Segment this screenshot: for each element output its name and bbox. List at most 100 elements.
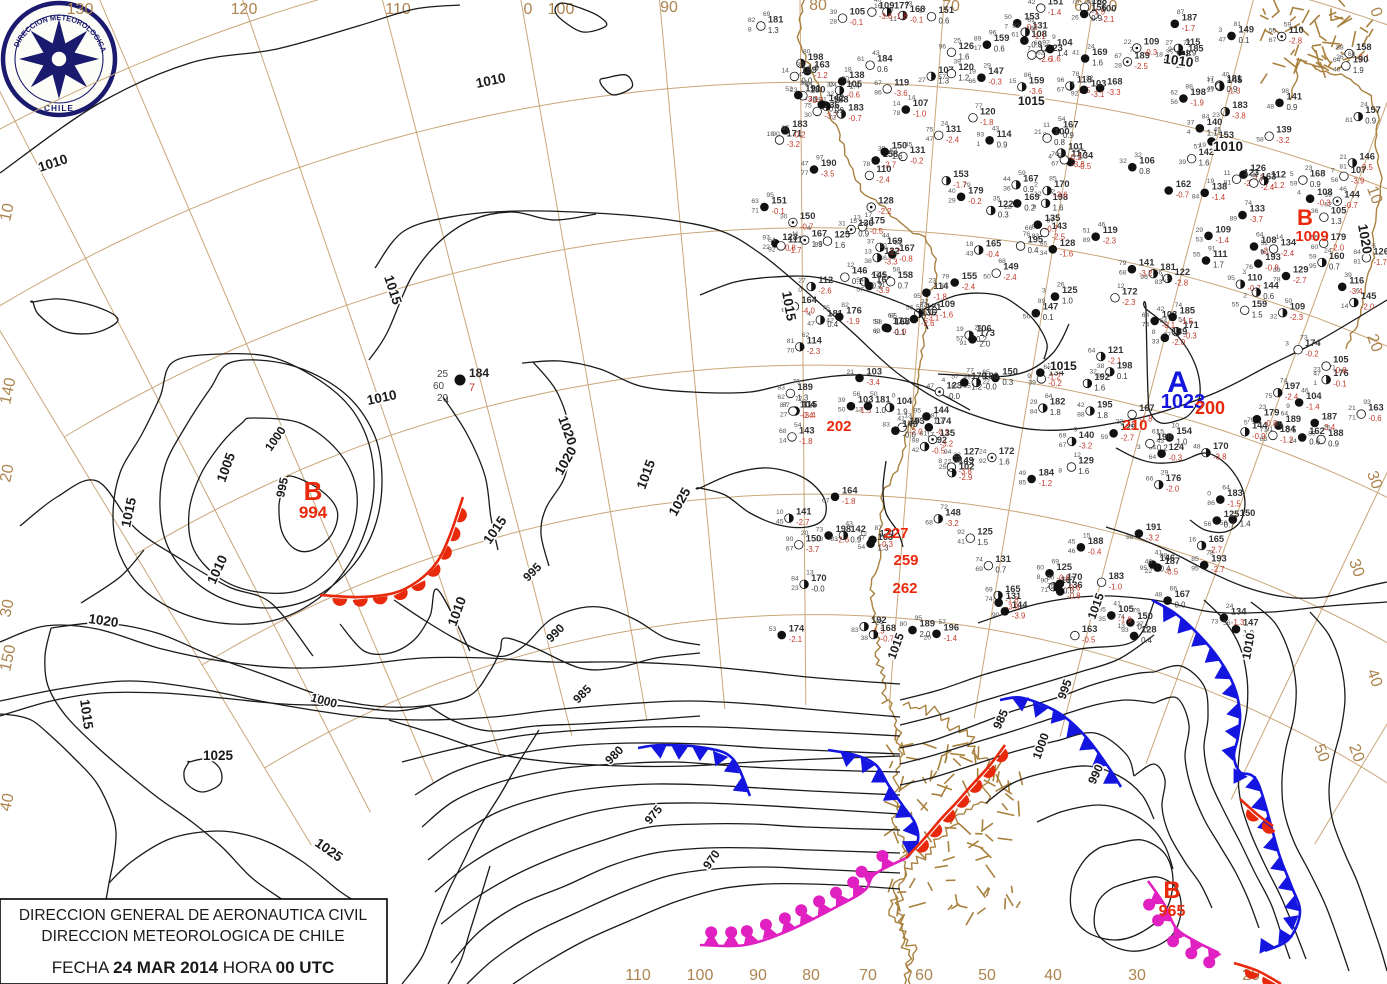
svg-text:81: 81 xyxy=(1345,117,1353,124)
svg-text:19: 19 xyxy=(1199,142,1207,149)
svg-text:DIRECCION GENERAL DE AERONAUTI: DIRECCION GENERAL DE AERONAUTICA CIVIL xyxy=(19,907,368,924)
svg-text:15: 15 xyxy=(1083,532,1091,539)
svg-text:7: 7 xyxy=(1004,24,1008,31)
svg-text:41: 41 xyxy=(957,539,965,546)
svg-text:62: 62 xyxy=(777,394,785,401)
svg-text:109: 109 xyxy=(1144,37,1160,47)
svg-text:-1.4: -1.4 xyxy=(1212,193,1226,202)
svg-text:128: 128 xyxy=(1060,238,1076,248)
svg-text:92: 92 xyxy=(768,246,776,253)
svg-text:-0.8: -0.8 xyxy=(1333,366,1346,375)
svg-text:67: 67 xyxy=(786,545,794,552)
svg-text:84: 84 xyxy=(1202,113,1210,120)
svg-text:-1.0: -1.0 xyxy=(1109,582,1123,591)
svg-text:0.9: 0.9 xyxy=(850,535,861,544)
svg-text:20: 20 xyxy=(801,530,809,537)
svg-text:10: 10 xyxy=(776,509,784,516)
svg-text:-4.0: -4.0 xyxy=(801,307,815,316)
svg-text:-1.1: -1.1 xyxy=(1032,32,1045,41)
svg-text:39: 39 xyxy=(1028,379,1036,386)
svg-text:19: 19 xyxy=(1207,178,1215,185)
svg-text:-1.4: -1.4 xyxy=(1306,403,1320,412)
svg-text:39: 39 xyxy=(830,9,838,16)
svg-text:-3.2: -3.2 xyxy=(940,439,953,448)
svg-text:5: 5 xyxy=(1290,171,1294,178)
svg-text:-2.3: -2.3 xyxy=(807,347,820,356)
svg-text:170: 170 xyxy=(1213,441,1229,451)
svg-text:91: 91 xyxy=(959,340,967,347)
svg-text:43: 43 xyxy=(845,520,853,527)
svg-text:28: 28 xyxy=(830,19,838,26)
svg-text:45: 45 xyxy=(1214,126,1222,133)
svg-text:183: 183 xyxy=(848,103,864,113)
svg-text:48: 48 xyxy=(1155,592,1163,599)
svg-text:1: 1 xyxy=(1313,380,1317,387)
svg-text:-1.9: -1.9 xyxy=(1190,99,1203,108)
svg-text:227: 227 xyxy=(883,525,908,542)
svg-text:172: 172 xyxy=(999,446,1015,456)
svg-text:97: 97 xyxy=(782,125,790,132)
svg-text:1009: 1009 xyxy=(1295,228,1328,245)
svg-text:-2.8: -2.8 xyxy=(1289,37,1302,46)
svg-text:32: 32 xyxy=(1270,313,1278,320)
svg-text:59: 59 xyxy=(1018,170,1026,177)
svg-text:67: 67 xyxy=(1059,442,1067,449)
svg-text:76: 76 xyxy=(792,378,800,385)
svg-text:3: 3 xyxy=(1242,269,1246,276)
svg-text:-2.4: -2.4 xyxy=(946,135,960,144)
svg-text:36: 36 xyxy=(1003,185,1011,192)
svg-text:64: 64 xyxy=(768,237,776,244)
svg-text:-1.6: -1.6 xyxy=(940,311,953,320)
svg-text:-2.4: -2.4 xyxy=(876,175,890,184)
svg-text:89: 89 xyxy=(1083,237,1091,244)
svg-text:-2.4: -2.4 xyxy=(1281,249,1295,258)
svg-text:56: 56 xyxy=(1204,521,1212,528)
svg-text:40: 40 xyxy=(1333,66,1341,73)
svg-text:14: 14 xyxy=(779,437,787,444)
svg-text:24: 24 xyxy=(941,120,949,127)
svg-text:-2.5: -2.5 xyxy=(1134,62,1148,71)
svg-text:147: 147 xyxy=(1243,618,1259,628)
svg-text:1: 1 xyxy=(977,141,981,148)
svg-text:-0.5: -0.5 xyxy=(1082,636,1096,645)
svg-text:57: 57 xyxy=(951,373,959,380)
svg-text:-2.3: -2.3 xyxy=(1122,298,1135,307)
svg-text:67: 67 xyxy=(822,497,830,504)
svg-text:0.2: 0.2 xyxy=(1157,444,1168,453)
svg-text:80: 80 xyxy=(803,48,811,55)
svg-text:90: 90 xyxy=(786,536,794,543)
svg-text:87: 87 xyxy=(875,525,883,532)
svg-text:1.5: 1.5 xyxy=(1160,274,1172,283)
svg-text:62: 62 xyxy=(951,383,959,390)
svg-text:67: 67 xyxy=(874,80,882,87)
svg-text:-0.0: -0.0 xyxy=(811,584,825,593)
svg-text:89: 89 xyxy=(1038,298,1046,305)
svg-text:121: 121 xyxy=(1108,345,1124,355)
svg-text:1.4: 1.4 xyxy=(1057,49,1069,58)
svg-text:61: 61 xyxy=(857,56,865,63)
svg-text:94: 94 xyxy=(944,449,952,456)
svg-text:200: 200 xyxy=(1195,398,1225,418)
svg-text:110: 110 xyxy=(876,164,891,174)
svg-text:75: 75 xyxy=(926,126,934,133)
svg-text:1.6: 1.6 xyxy=(1092,59,1103,68)
svg-text:68: 68 xyxy=(1119,270,1127,277)
svg-text:46: 46 xyxy=(1339,186,1347,193)
svg-text:-1.5: -1.5 xyxy=(1227,500,1241,509)
svg-text:-2.7: -2.7 xyxy=(796,518,809,527)
svg-text:1.9: 1.9 xyxy=(1353,66,1364,75)
svg-text:35: 35 xyxy=(813,97,821,104)
svg-text:86: 86 xyxy=(874,89,882,96)
svg-text:965: 965 xyxy=(1159,903,1186,920)
svg-text:131: 131 xyxy=(1006,591,1022,601)
svg-text:1.8: 1.8 xyxy=(1050,408,1061,417)
svg-text:-1.2: -1.2 xyxy=(1047,373,1060,382)
svg-text:77: 77 xyxy=(795,396,803,403)
svg-text:145: 145 xyxy=(1361,291,1377,301)
svg-text:72: 72 xyxy=(828,115,836,122)
svg-text:-1.8: -1.8 xyxy=(842,497,855,506)
svg-text:151: 151 xyxy=(939,5,955,15)
svg-text:125: 125 xyxy=(977,527,993,537)
svg-text:-1.7: -1.7 xyxy=(953,181,966,190)
svg-text:78: 78 xyxy=(1072,71,1080,78)
